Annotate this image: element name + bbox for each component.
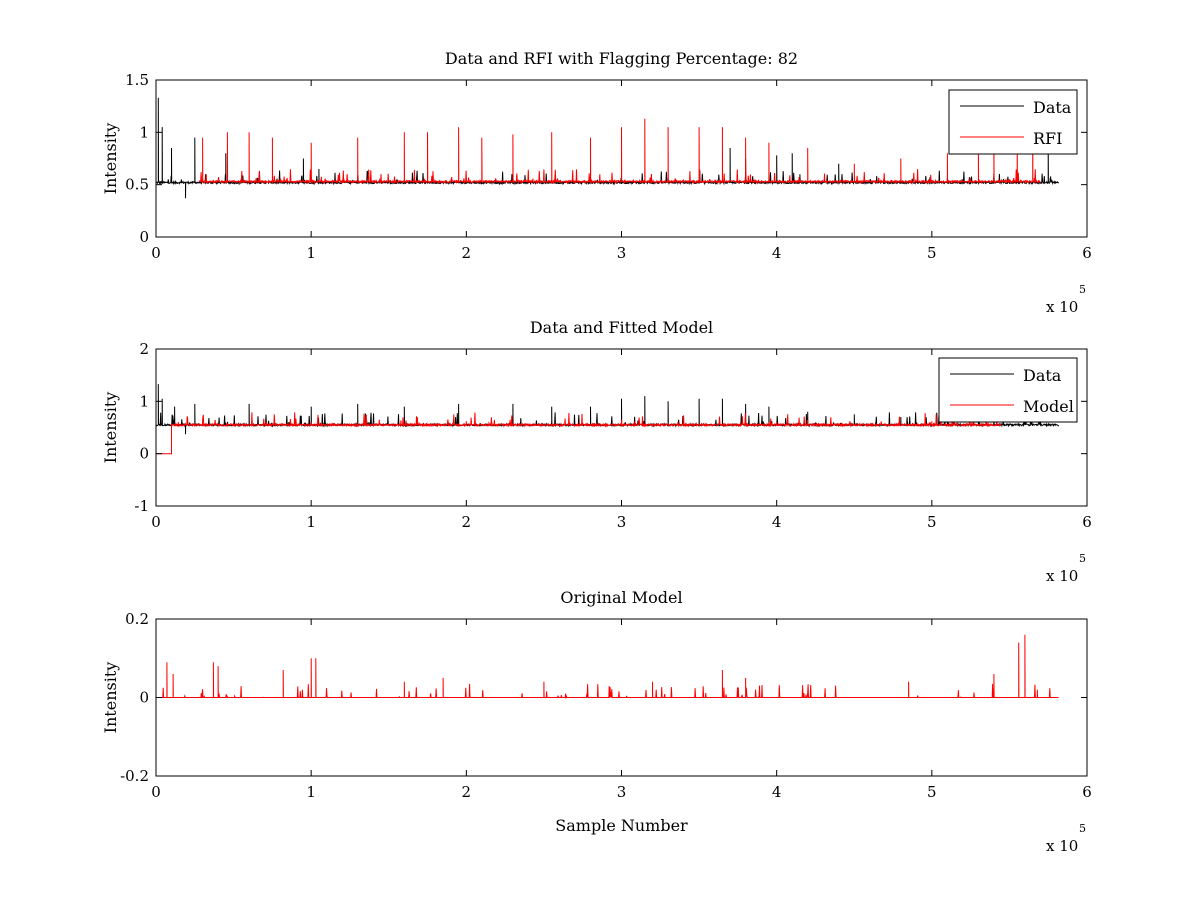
x-axis-label-3: Sample Number [555,816,688,835]
x-tick-label: 3 [617,244,627,262]
x-exponent-power: 5 [1079,822,1086,835]
x-tick-label: 1 [306,783,316,801]
series-line-model-3 [156,634,1059,700]
y-axis-label-3: Intensity [101,662,120,734]
x-tick-label: 6 [1082,783,1092,801]
x-tick-label: 6 [1082,244,1092,262]
x-tick-label: 4 [772,244,782,262]
legend-label-data: Data [1033,98,1072,117]
series-line-model-2 [156,412,1002,455]
x-tick-label: 1 [306,244,316,262]
y-tick-label: 1 [139,123,149,141]
legend-label-model: Model [1023,397,1074,416]
x-tick-label: 6 [1082,513,1092,531]
legend-label-rfi: RFI [1033,129,1062,148]
y-tick-label: 1 [139,392,149,410]
x-tick-label: 0 [151,244,161,262]
series-line-data-1 [156,97,1060,199]
y-axis-label-1: Intensity [101,123,120,195]
x-tick-label: 2 [462,244,472,262]
x-tick-label: 3 [617,783,627,801]
legend-box-2 [938,357,1078,423]
chart-title-1: Data and RFI with Flagging Percentage: 8… [445,49,798,68]
x-tick-label: 5 [927,513,937,531]
x-exponent-base: x 10 [1046,567,1078,585]
y-tick-label: -1 [134,497,149,515]
x-tick-label: 2 [462,783,472,801]
y-tick-label: 2 [139,340,149,358]
x-tick-label: 1 [306,513,316,531]
y-tick-label: 1.5 [125,71,149,89]
x-tick-label: 5 [927,244,937,262]
x-exponent-base: x 10 [1046,837,1078,855]
y-tick-label: 0.2 [125,610,149,628]
y-tick-label: -0.2 [120,767,149,785]
x-exponent-power: 5 [1079,283,1086,296]
chart-title-3: Original Model [560,588,682,607]
series-line-data-2 [155,384,1060,435]
y-tick-label: 0 [139,445,149,463]
x-tick-label: 5 [927,783,937,801]
x-tick-label: 0 [151,513,161,531]
x-exponent-power: 5 [1079,552,1086,565]
x-tick-label: 4 [772,783,782,801]
y-tick-label: 0 [139,228,149,246]
x-tick-label: 0 [151,783,161,801]
y-tick-label: 0 [139,689,149,707]
legend-box-1 [948,89,1078,155]
x-tick-label: 4 [772,513,782,531]
x-exponent-base: x 10 [1046,298,1078,316]
chart-title-2: Data and Fitted Model [530,318,713,337]
y-axis-label-2: Intensity [101,392,120,464]
x-tick-label: 3 [617,513,627,531]
y-tick-label: 0.5 [125,176,149,194]
legend-label-data: Data [1023,366,1062,385]
x-tick-label: 2 [462,513,472,531]
series-line-rfi-1 [198,118,1041,185]
